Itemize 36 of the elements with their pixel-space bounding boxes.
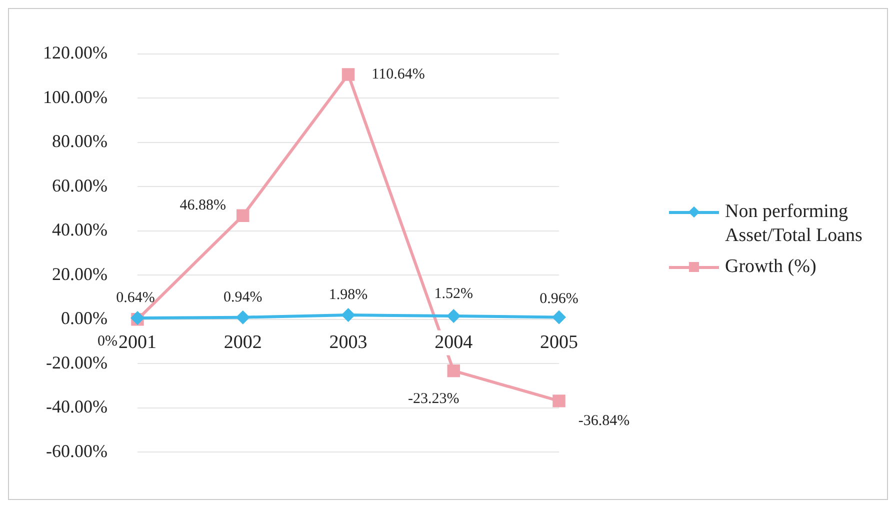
data-label: 0.64%	[116, 290, 155, 306]
data-label: -36.84%	[578, 412, 630, 429]
legend-label: Non performing Asset/Total Loans	[725, 200, 864, 248]
y-tick-label: 100.00%	[42, 86, 108, 107]
data-label: 46.88%	[180, 198, 226, 214]
point	[552, 394, 566, 408]
y-tick-label: 20.00%	[52, 264, 108, 284]
data-label: 0%	[97, 333, 118, 350]
y-tick-label: -20.00%	[46, 352, 108, 372]
y-tick-label: 80.00%	[52, 131, 108, 152]
point	[552, 310, 566, 324]
x-tick-label: 2001	[118, 332, 156, 353]
point	[446, 309, 461, 324]
point	[447, 364, 460, 378]
data-label: 1.98%	[328, 286, 368, 303]
y-tick-label: 40.00%	[52, 220, 108, 240]
y-tick-label: 120.00%	[42, 42, 108, 63]
data-label: 0.96%	[540, 291, 578, 308]
data-label: 110.64%	[372, 66, 425, 82]
point	[130, 310, 144, 325]
x-tick-label: 2004	[434, 332, 474, 353]
point	[342, 68, 355, 81]
point	[236, 310, 250, 324]
y-tick-label: 0.00%	[60, 308, 108, 328]
x-tick-label: 2003	[329, 332, 368, 353]
data-label: 1.52%	[434, 286, 473, 302]
x-tick-label: 2005	[540, 332, 578, 353]
point	[236, 209, 250, 222]
y-tick-label: -40.00%	[46, 396, 108, 417]
legend-label: Growth (%)	[725, 255, 816, 279]
point	[341, 308, 356, 322]
y-tick-label: 60.00%	[52, 175, 108, 196]
data-label: -23.23%	[408, 390, 460, 407]
x-tick-label: 2002	[224, 332, 262, 353]
y-tick-label: -60.00%	[46, 440, 108, 461]
data-label: 0.94%	[223, 289, 262, 306]
